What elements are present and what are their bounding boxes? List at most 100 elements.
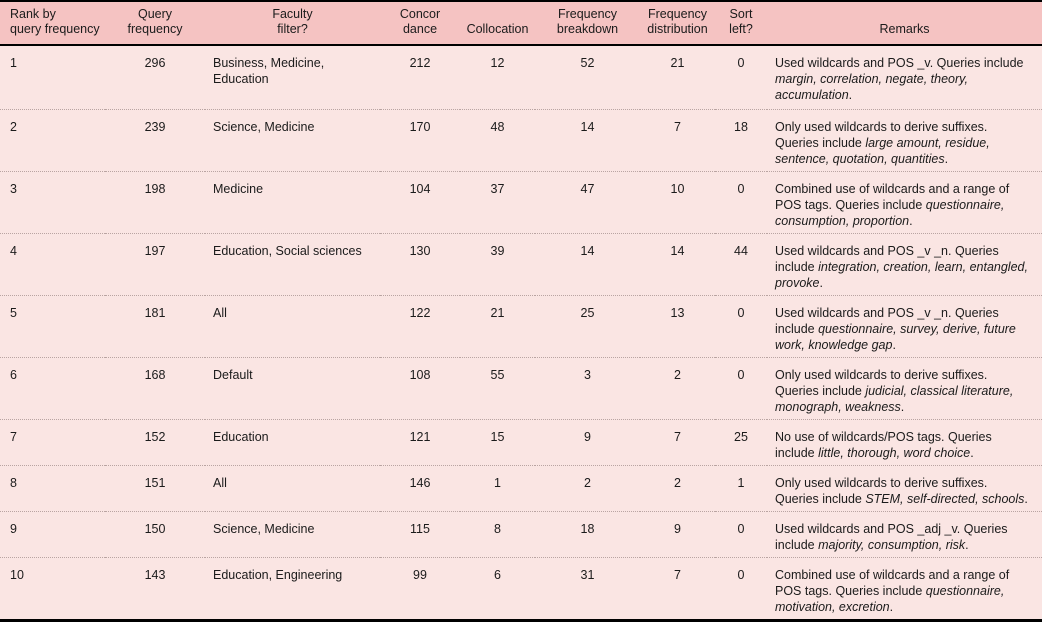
cell-frequency-breakdown: 52 <box>535 45 640 109</box>
cell-frequency-breakdown: 2 <box>535 464 640 511</box>
header-row: Rank by query frequency Query frequency … <box>0 1 1042 46</box>
cell-frequency-breakdown: 14 <box>535 108 640 171</box>
cell-faculty-filter: Medicine <box>205 170 380 233</box>
cell-collocation: 21 <box>460 294 535 357</box>
cell-rank: 7 <box>0 418 105 465</box>
cell-concordance: 99 <box>380 556 460 620</box>
cell-frequency-breakdown: 14 <box>535 232 640 295</box>
cell-faculty-filter: Science, Medicine <box>205 510 380 557</box>
cell-concordance: 170 <box>380 108 460 171</box>
cell-faculty-filter: All <box>205 294 380 357</box>
table-row: 1 296 Business, Medicine, Education 212 … <box>0 45 1042 109</box>
cell-faculty-filter: Education, Social sciences <box>205 232 380 295</box>
cell-remarks: Used wildcards and POS _v _n. Queries in… <box>767 232 1042 295</box>
col-header-collocation: Collocation <box>460 1 535 46</box>
col-header-concordance: Concor dance <box>380 1 460 46</box>
table-row: 9 150 Science, Medicine 115 8 18 9 0 Use… <box>0 510 1042 557</box>
cell-frequency-distribution: 10 <box>640 170 715 233</box>
cell-sort-left: 0 <box>715 510 767 557</box>
cell-sort-left: 0 <box>715 356 767 419</box>
cell-query-frequency: 239 <box>105 108 205 171</box>
cell-rank: 4 <box>0 232 105 295</box>
cell-collocation: 6 <box>460 556 535 620</box>
cell-faculty-filter: Education <box>205 418 380 465</box>
cell-faculty-filter: Education, Engineering <box>205 556 380 620</box>
table-row: 2 239 Science, Medicine 170 48 14 7 18 O… <box>0 108 1042 171</box>
cell-sort-left: 0 <box>715 170 767 233</box>
col-header-query-frequency: Query frequency <box>105 1 205 46</box>
cell-frequency-breakdown: 3 <box>535 356 640 419</box>
cell-sort-left: 0 <box>715 556 767 620</box>
cell-frequency-distribution: 9 <box>640 510 715 557</box>
cell-rank: 9 <box>0 510 105 557</box>
cell-rank: 1 <box>0 45 105 109</box>
cell-faculty-filter: All <box>205 464 380 511</box>
cell-collocation: 12 <box>460 45 535 109</box>
col-header-frequency-distribution: Frequency distribution <box>640 1 715 46</box>
cell-collocation: 39 <box>460 232 535 295</box>
cell-remarks: Only used wildcards to derive suffixes. … <box>767 356 1042 419</box>
cell-remarks: Used wildcards and POS _v _n. Queries in… <box>767 294 1042 357</box>
col-header-rank-by-query-frequency: Rank by query frequency <box>0 1 105 46</box>
table-header: Rank by query frequency Query frequency … <box>0 1 1042 46</box>
cell-rank: 6 <box>0 356 105 419</box>
cell-faculty-filter: Default <box>205 356 380 419</box>
cell-faculty-filter: Science, Medicine <box>205 108 380 171</box>
cell-concordance: 212 <box>380 45 460 109</box>
cell-concordance: 108 <box>380 356 460 419</box>
cell-query-frequency: 152 <box>105 418 205 465</box>
cell-sort-left: 44 <box>715 232 767 295</box>
table-row: 8 151 All 146 1 2 2 1 Only used wildcard… <box>0 464 1042 511</box>
table-row: 4 197 Education, Social sciences 130 39 … <box>0 232 1042 295</box>
cell-query-frequency: 296 <box>105 45 205 109</box>
cell-collocation: 8 <box>460 510 535 557</box>
cell-concordance: 122 <box>380 294 460 357</box>
cell-remarks: Only used wildcards to derive suffixes. … <box>767 464 1042 511</box>
cell-concordance: 130 <box>380 232 460 295</box>
cell-sort-left: 18 <box>715 108 767 171</box>
table-body: 1 296 Business, Medicine, Education 212 … <box>0 45 1042 620</box>
cell-frequency-distribution: 7 <box>640 556 715 620</box>
cell-collocation: 55 <box>460 356 535 419</box>
cell-rank: 10 <box>0 556 105 620</box>
cell-frequency-distribution: 2 <box>640 464 715 511</box>
table-row: 5 181 All 122 21 25 13 0 Used wildcards … <box>0 294 1042 357</box>
cell-frequency-distribution: 14 <box>640 232 715 295</box>
cell-remarks: No use of wildcards/POS tags. Queries in… <box>767 418 1042 465</box>
cell-collocation: 1 <box>460 464 535 511</box>
cell-query-frequency: 198 <box>105 170 205 233</box>
col-header-faculty-filter: Faculty filter? <box>205 1 380 46</box>
cell-query-frequency: 197 <box>105 232 205 295</box>
table-row: 6 168 Default 108 55 3 2 0 Only used wil… <box>0 356 1042 419</box>
cell-faculty-filter: Business, Medicine, Education <box>205 45 380 109</box>
cell-frequency-distribution: 7 <box>640 418 715 465</box>
cell-frequency-breakdown: 9 <box>535 418 640 465</box>
cell-query-frequency: 151 <box>105 464 205 511</box>
cell-frequency-distribution: 7 <box>640 108 715 171</box>
col-header-sort-left: Sort left? <box>715 1 767 46</box>
col-header-frequency-breakdown: Frequency breakdown <box>535 1 640 46</box>
cell-frequency-distribution: 21 <box>640 45 715 109</box>
cell-collocation: 15 <box>460 418 535 465</box>
col-header-remarks: Remarks <box>767 1 1042 46</box>
cell-rank: 8 <box>0 464 105 511</box>
cell-concordance: 104 <box>380 170 460 233</box>
cell-remarks: Used wildcards and POS _adj _v. Queries … <box>767 510 1042 557</box>
cell-remarks: Only used wildcards to derive suffixes. … <box>767 108 1042 171</box>
cell-frequency-distribution: 13 <box>640 294 715 357</box>
cell-concordance: 146 <box>380 464 460 511</box>
cell-query-frequency: 168 <box>105 356 205 419</box>
cell-collocation: 37 <box>460 170 535 233</box>
table-row: 3 198 Medicine 104 37 47 10 0 Combined u… <box>0 170 1042 233</box>
cell-concordance: 115 <box>380 510 460 557</box>
cell-remarks: Combined use of wildcards and a range of… <box>767 556 1042 620</box>
cell-frequency-distribution: 2 <box>640 356 715 419</box>
cell-rank: 5 <box>0 294 105 357</box>
cell-sort-left: 25 <box>715 418 767 465</box>
cell-sort-left: 0 <box>715 45 767 109</box>
cell-frequency-breakdown: 25 <box>535 294 640 357</box>
cell-sort-left: 1 <box>715 464 767 511</box>
cell-collocation: 48 <box>460 108 535 171</box>
cell-frequency-breakdown: 18 <box>535 510 640 557</box>
